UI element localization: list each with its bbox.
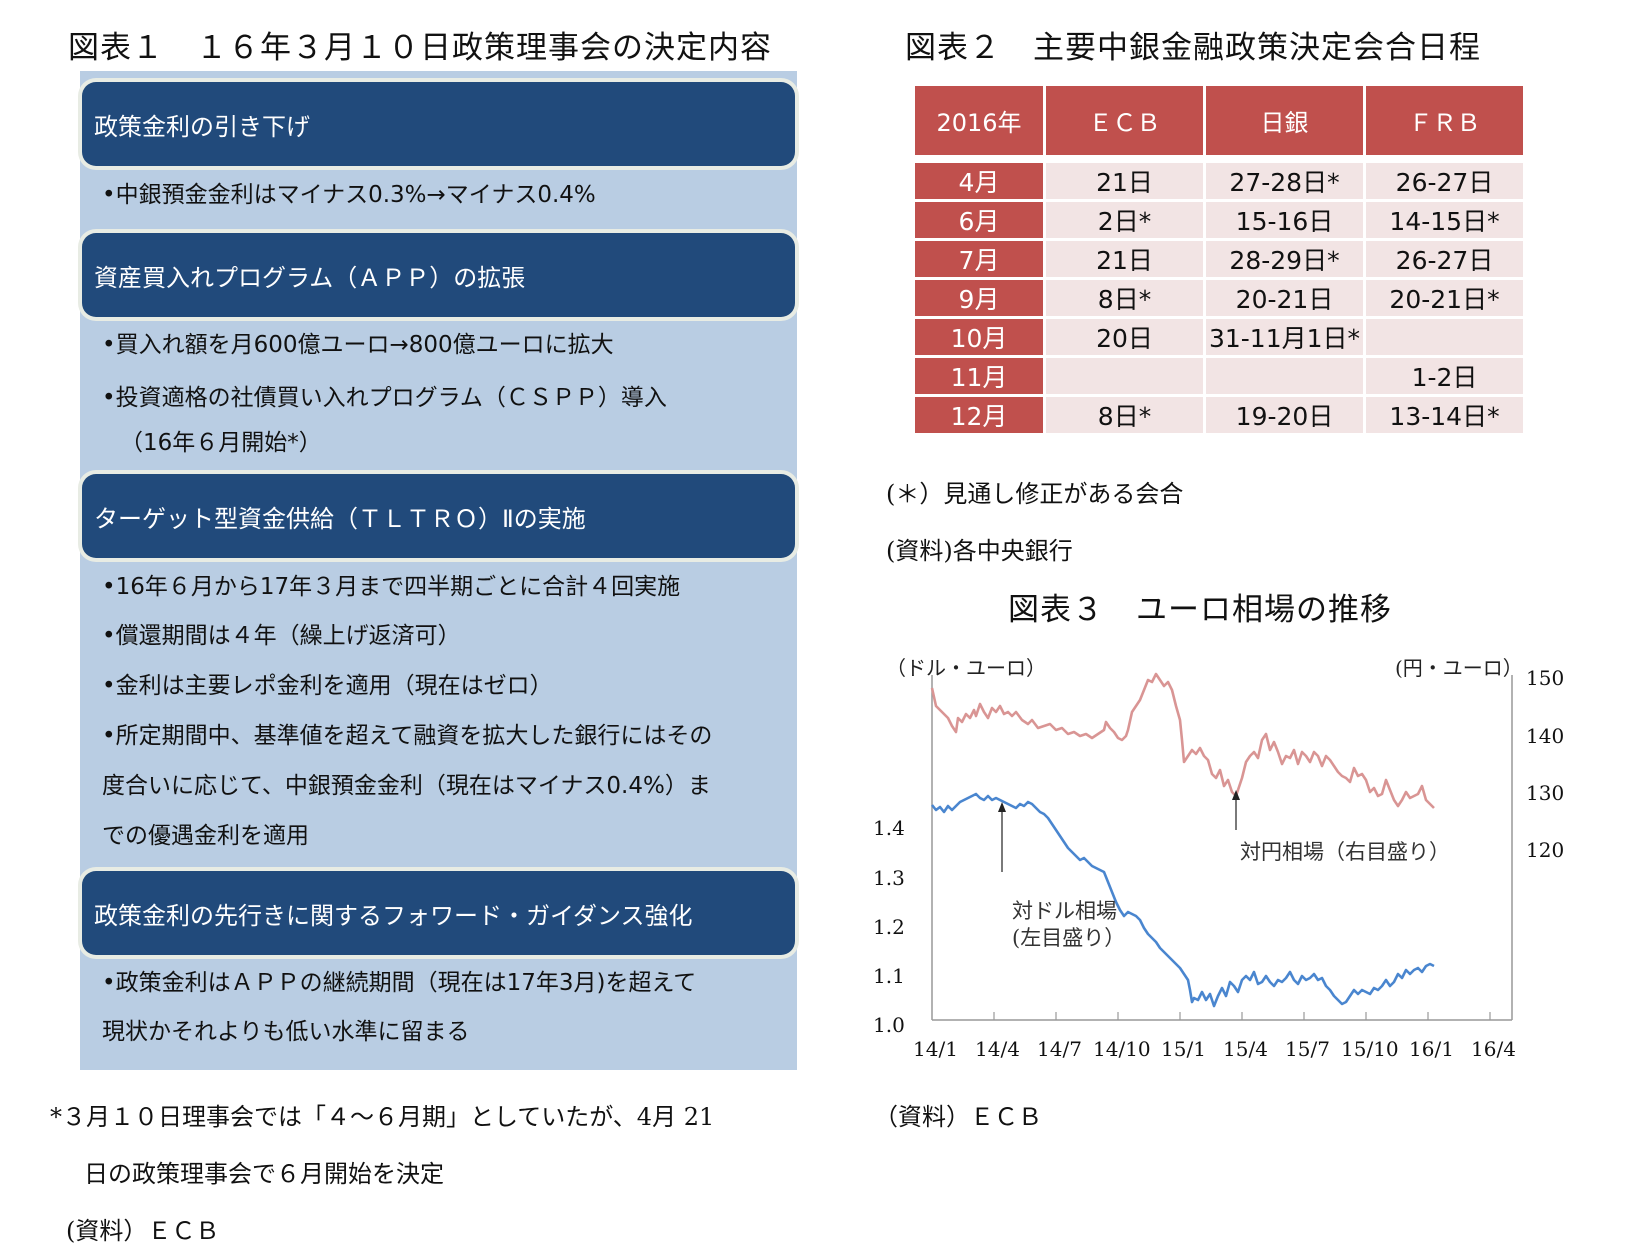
x-tick: 15/10	[1341, 1037, 1399, 1061]
section-heading-forward-guidance: 政策金利の先行きに関するフォワード・ガイダンス強化	[82, 871, 795, 955]
bullet-item: 度合いに応じて、中銀預金金利（現在はマイナス0.4%）ま	[102, 773, 711, 799]
bullet-item: •買入れ額を月600億ユーロ→800億ユーロに拡大	[102, 332, 614, 358]
y-left-tick: 1.2	[873, 915, 905, 939]
month-cell: 11月	[915, 358, 1043, 394]
ecb-cell: 21日	[1046, 241, 1203, 277]
bullet-item: •中銀預金金利はマイナス0.3%→マイナス0.4%	[102, 182, 596, 208]
boj-cell: 15-16日	[1206, 202, 1363, 238]
y-right-tick: 150	[1526, 666, 1565, 690]
table-row: 9月 8日* 20-21日 20-21日*	[915, 280, 1523, 316]
x-axis-ticks	[993, 1012, 1491, 1020]
usd-series-annotation-line1: 対ドル相場	[1012, 899, 1117, 923]
month-cell: 9月	[915, 280, 1043, 316]
ecb-cell: 20日	[1046, 319, 1203, 355]
frb-cell	[1366, 319, 1523, 355]
x-tick: 15/1	[1161, 1037, 1206, 1061]
boj-cell	[1206, 358, 1363, 394]
boj-cell: 27-28日*	[1206, 163, 1363, 199]
jpy-euro-line	[930, 672, 1435, 809]
frb-cell: 20-21日*	[1366, 280, 1523, 316]
month-cell: 7月	[915, 241, 1043, 277]
bullet-item: 現状かそれよりも低い水準に留まる	[102, 1019, 470, 1045]
bullet-item: •金利は主要レポ金利を適用（現在はゼロ）	[102, 673, 553, 699]
meeting-schedule-table: 2016年 ＥＣＢ 日銀 ＦＲＢ 4月 21日 27-28日* 26-27日 6…	[912, 83, 1526, 436]
bullet-item: •投資適格の社債買い入れプログラム（ＣＳＰＰ）導入	[102, 385, 667, 411]
policy-decisions-panel: 政策金利の引き下げ •中銀預金金利はマイナス0.3%→マイナス0.4% 資産買入…	[80, 71, 797, 1070]
table-row: 6月 2日* 15-16日 14-15日*	[915, 202, 1523, 238]
y-left-tick: 1.4	[873, 816, 905, 840]
figure1-title: 図表１ １６年３月１０日政策理事会の決定内容	[68, 30, 772, 66]
figure1-footnote-line2: 日の政策理事会で６月開始を決定	[84, 1160, 444, 1188]
figure1-source: (資料）ＥＣＢ	[66, 1217, 220, 1245]
bullet-item: での優遇金利を適用	[102, 823, 309, 849]
y-left-tick: 1.3	[873, 866, 905, 890]
bullet-item: •所定期間中、基準値を超えて融資を拡大した銀行にはその	[102, 723, 713, 749]
euro-exchange-rate-chart	[930, 672, 1513, 1021]
frb-cell: 14-15日*	[1366, 202, 1523, 238]
figure2-title: 図表２ 主要中銀金融政策決定会合日程	[905, 30, 1481, 66]
x-tick: 16/1	[1409, 1037, 1454, 1061]
table-header-row: 2016年 ＥＣＢ 日銀 ＦＲＢ	[915, 86, 1523, 155]
boj-cell: 20-21日	[1206, 280, 1363, 316]
x-tick: 15/7	[1285, 1037, 1330, 1061]
jpy-series-annotation: 対円相場（右目盛り）	[1240, 840, 1450, 864]
y-left-tick: 1.1	[873, 964, 905, 988]
header-year: 2016年	[915, 86, 1043, 155]
x-tick: 14/7	[1037, 1037, 1082, 1061]
boj-cell: 19-20日	[1206, 397, 1363, 433]
month-cell: 4月	[915, 163, 1043, 199]
x-tick: 15/4	[1223, 1037, 1268, 1061]
ecb-cell: 8日*	[1046, 397, 1203, 433]
ecb-cell: 2日*	[1046, 202, 1203, 238]
bullet-item: •償還期間は４年（繰上げ返済可）	[102, 623, 461, 649]
y-right-tick: 120	[1526, 838, 1565, 862]
table-row: 12月 8日* 19-20日 13-14日*	[915, 397, 1523, 433]
arrow-head-icon	[998, 802, 1006, 812]
figure3-title: 図表３ ユーロ相場の推移	[1008, 592, 1392, 628]
table-row: 7月 21日 28-29日* 26-27日	[915, 241, 1523, 277]
boj-cell: 28-29日*	[1206, 241, 1363, 277]
header-frb: ＦＲＢ	[1366, 86, 1523, 155]
ecb-cell: 21日	[1046, 163, 1203, 199]
y-left-tick: 1.0	[873, 1013, 905, 1037]
y-right-tick: 130	[1526, 781, 1565, 805]
section-heading-rate-cut: 政策金利の引き下げ	[82, 82, 795, 166]
bullet-item: （16年６月開始*）	[120, 430, 322, 456]
boj-cell: 31-11月1日*	[1206, 319, 1363, 355]
bullet-item: •16年６月から17年３月まで四半期ごとに合計４回実施	[102, 574, 681, 600]
table-row: 10月 20日 31-11月1日*	[915, 319, 1523, 355]
figure3-source: （資料）ＥＣＢ	[874, 1103, 1042, 1131]
table-row: 4月 21日 27-28日* 26-27日	[915, 163, 1523, 199]
ecb-cell	[1046, 358, 1203, 394]
month-cell: 6月	[915, 202, 1043, 238]
arrow-head-icon	[1232, 790, 1240, 800]
x-tick: 14/1	[913, 1037, 958, 1061]
x-tick: 14/4	[975, 1037, 1020, 1061]
figure2-note: (＊）見通し修正がある会合	[886, 480, 1184, 508]
usd-series-annotation-line2: (左目盛り）	[1012, 926, 1126, 950]
section-heading-app: 資産買入れプログラム（ＡＰＰ）の拡張	[82, 233, 795, 317]
frb-cell: 26-27日	[1366, 241, 1523, 277]
ecb-cell: 8日*	[1046, 280, 1203, 316]
left-axis-unit: （ドル・ユーロ）	[886, 656, 1046, 680]
header-ecb: ＥＣＢ	[1046, 86, 1203, 155]
x-tick: 14/10	[1093, 1037, 1151, 1061]
table-row: 11月 1-2日	[915, 358, 1523, 394]
x-tick: 16/4	[1471, 1037, 1516, 1061]
month-cell: 12月	[915, 397, 1043, 433]
header-boj: 日銀	[1206, 86, 1363, 155]
right-axis-unit: (円・ユーロ）	[1395, 656, 1523, 680]
figure2-source: (資料)各中央銀行	[886, 537, 1073, 565]
frb-cell: 1-2日	[1366, 358, 1523, 394]
month-cell: 10月	[915, 319, 1043, 355]
figure1-footnote-line1: *３月１０日理事会では「４～６月期」としていたが、4月 21	[50, 1103, 715, 1131]
bullet-item: •政策金利はＡＰＰの継続期間（現在は17年3月)を超えて	[102, 970, 697, 996]
frb-cell: 26-27日	[1366, 163, 1523, 199]
usd-euro-line	[930, 792, 1435, 1008]
frb-cell: 13-14日*	[1366, 397, 1523, 433]
y-right-tick: 140	[1526, 724, 1565, 748]
section-heading-tltro: ターゲット型資金供給（ＴＬＴＲＯ）Ⅱの実施	[82, 474, 795, 558]
